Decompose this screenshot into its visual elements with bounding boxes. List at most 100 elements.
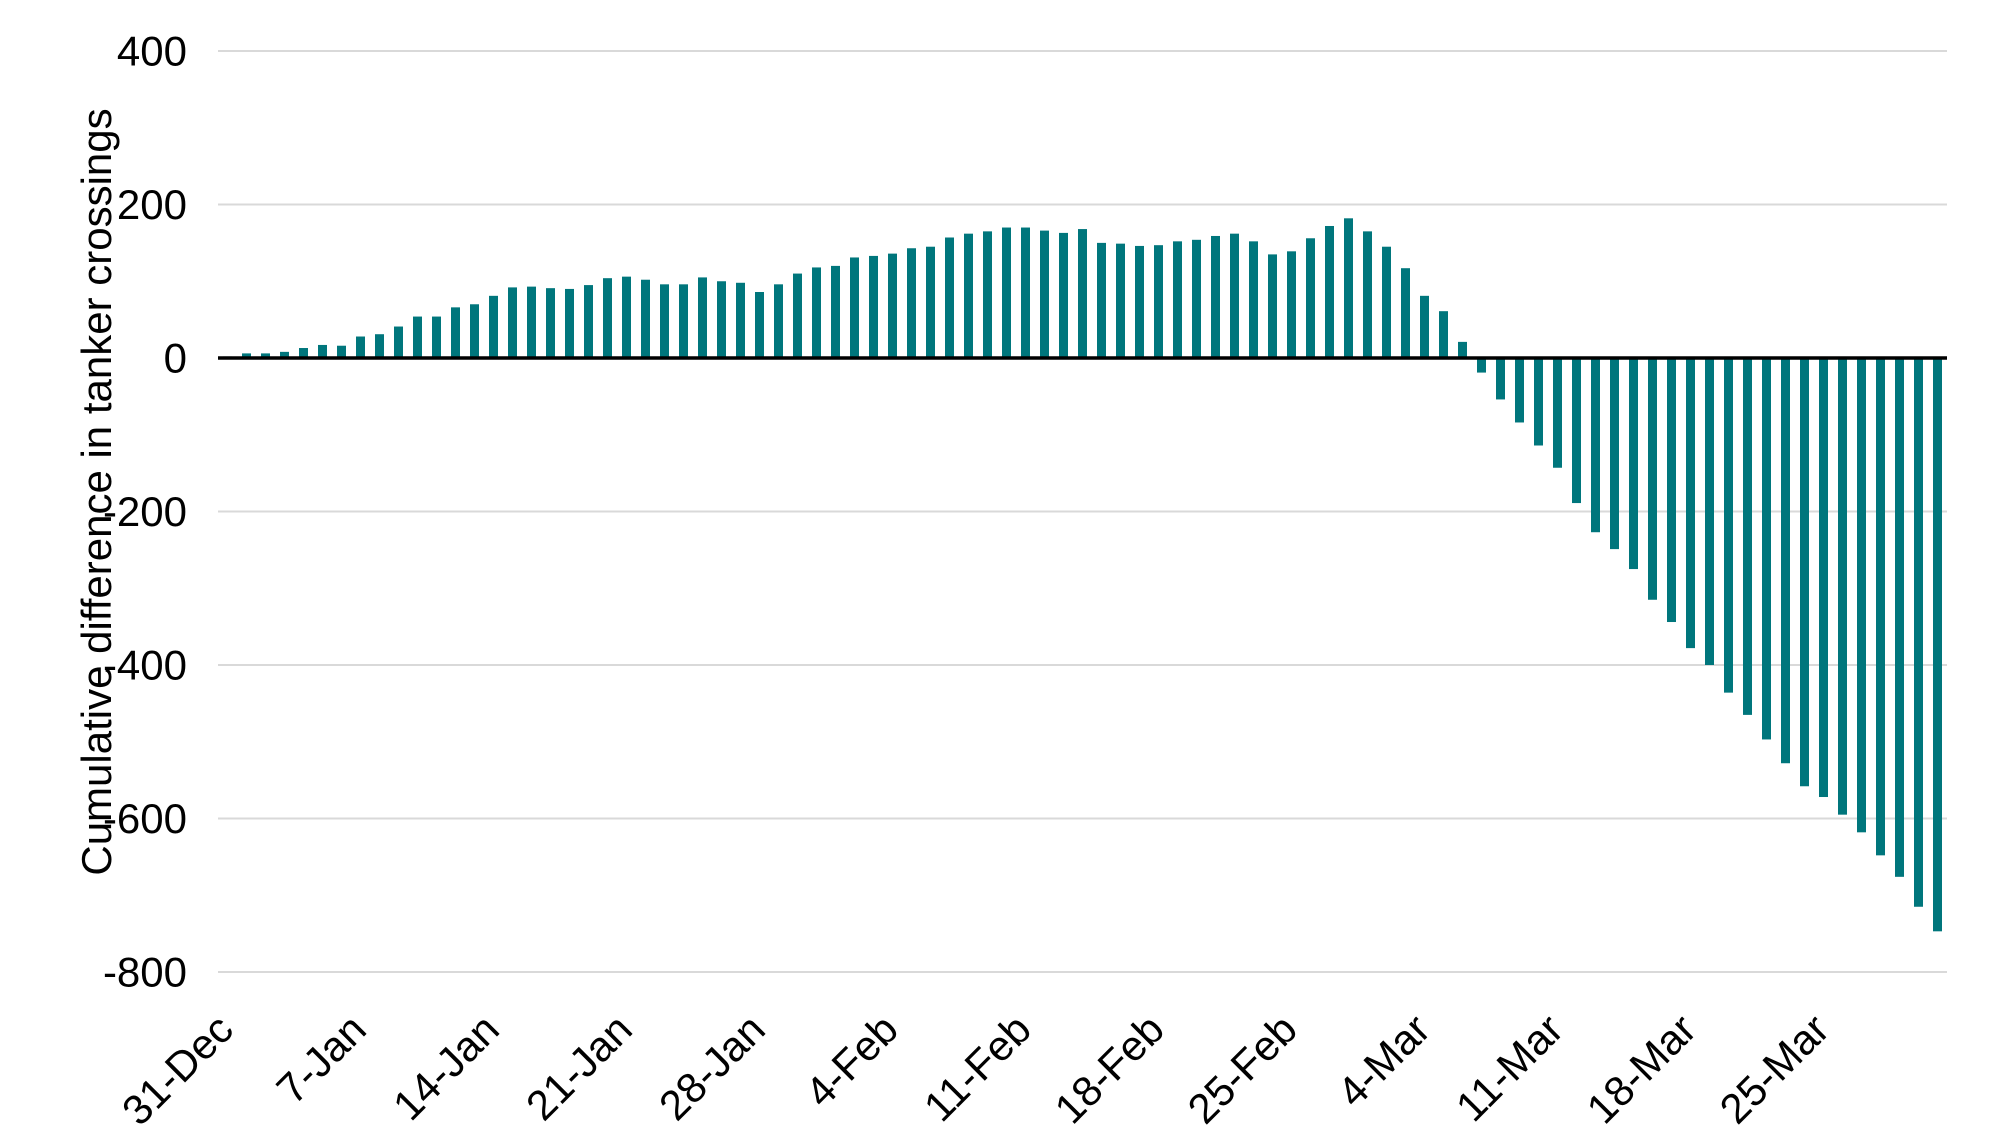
bar-5-Mar	[1439, 311, 1448, 358]
bar-3-Mar	[1401, 268, 1410, 358]
bar-27-Feb	[1325, 225, 1334, 358]
bar-14-Jan	[489, 295, 498, 358]
bar-19-Jan	[584, 285, 593, 358]
x-axis-tick-label-7-Jan: 7-Jan	[267, 1005, 375, 1113]
x-axis-tick-label-4-Feb: 4-Feb	[796, 1005, 907, 1116]
bar-16-Feb	[1116, 243, 1125, 358]
bar-25-Feb	[1287, 251, 1296, 358]
bar-26-Jan	[717, 281, 726, 358]
y-axis-title: Cumulative difference in tanker crossing…	[73, 108, 120, 876]
bar-28-Feb	[1344, 218, 1353, 358]
bar-23-Jan	[660, 284, 669, 358]
bar-29-Mar	[1895, 358, 1904, 877]
bar-2-Feb	[850, 257, 859, 358]
bar-25-Jan	[698, 277, 707, 358]
bar-17-Feb	[1135, 245, 1144, 358]
x-axis-tick-label-31-Dec: 31-Dec	[113, 1005, 242, 1134]
bar-6-Feb	[926, 246, 935, 358]
bar-29-Jan	[774, 284, 783, 358]
x-axis-tick-label-11-Feb: 11-Feb	[915, 1005, 1040, 1130]
x-axis-tick-label-25-Mar: 25-Mar	[1711, 1005, 1838, 1132]
bar-10-Jan	[413, 316, 422, 358]
bar-21-Feb	[1211, 235, 1220, 358]
y-axis-tick-label-400: 400	[117, 28, 187, 75]
x-axis-tick-label-21-Jan: 21-Jan	[517, 1005, 641, 1129]
y-axis-tick-label-0: 0	[164, 335, 187, 382]
bar-13-Feb	[1059, 232, 1068, 358]
bar-12-Jan	[451, 307, 460, 358]
bar-16-Jan	[527, 286, 536, 358]
bar-2-Mar	[1382, 246, 1391, 358]
bar-6-Jan	[337, 345, 346, 358]
bar-4-Feb	[888, 253, 897, 358]
bar-4-Jan	[299, 348, 308, 358]
bar-6-Mar	[1458, 341, 1467, 358]
bar-16-Mar	[1648, 358, 1657, 600]
bar-26-Feb	[1306, 238, 1315, 358]
bar-21-Mar	[1743, 358, 1752, 715]
bar-13-Jan	[470, 304, 479, 358]
bar-11-Feb	[1021, 227, 1030, 358]
bar-21-Jan	[622, 276, 631, 358]
bar-25-Mar	[1819, 358, 1828, 798]
bar-9-Mar	[1515, 358, 1524, 423]
bar-28-Mar	[1876, 358, 1885, 856]
bar-4-Mar	[1420, 295, 1429, 358]
bar-31-Jan	[812, 267, 821, 358]
bar-7-Feb	[945, 237, 954, 358]
bar-23-Feb	[1249, 241, 1258, 358]
bar-30-Jan	[793, 273, 802, 358]
bar-7-Jan	[356, 336, 365, 358]
bar-24-Jan	[679, 284, 688, 358]
x-axis-tick-label-28-Jan: 28-Jan	[650, 1005, 774, 1129]
bar-3-Jan	[280, 351, 289, 358]
x-axis-tick-label-11-Mar: 11-Mar	[1447, 1005, 1572, 1130]
bar-8-Jan	[375, 334, 384, 358]
bar-17-Jan	[546, 288, 555, 358]
bar-1-Feb	[831, 265, 840, 358]
bar-2-Jan	[261, 353, 270, 358]
bar-15-Mar	[1629, 358, 1638, 570]
bar-9-Feb	[983, 231, 992, 358]
bar-3-Feb	[869, 255, 878, 358]
bar-27-Jan	[736, 282, 745, 358]
bar-18-Feb	[1154, 245, 1163, 358]
bar-22-Mar	[1762, 358, 1771, 740]
bar-24-Mar	[1800, 358, 1809, 787]
bar-1-Mar	[1363, 231, 1372, 358]
bar-30-Mar	[1914, 358, 1923, 907]
bar-22-Feb	[1230, 233, 1239, 358]
bar-20-Feb	[1192, 239, 1201, 358]
bar-9-Jan	[394, 326, 403, 358]
bar-24-Feb	[1268, 254, 1277, 358]
bar-17-Mar	[1667, 358, 1676, 623]
bar-11-Jan	[432, 316, 441, 358]
bar-5-Feb	[907, 248, 916, 358]
y-axis-tick-label--600: -600	[103, 795, 187, 842]
bar-10-Feb	[1002, 227, 1011, 358]
bar-14-Mar	[1610, 358, 1619, 550]
x-axis-tick-label-18-Mar: 18-Mar	[1578, 1005, 1705, 1132]
y-axis-tick-label--800: -800	[103, 949, 187, 996]
bar-11-Mar	[1553, 358, 1562, 468]
bar-20-Jan	[603, 278, 612, 358]
x-axis-tick-label-14-Jan: 14-Jan	[384, 1005, 508, 1129]
bar-18-Mar	[1686, 358, 1695, 649]
bar-14-Feb	[1078, 229, 1087, 358]
bar-31-Mar	[1933, 358, 1942, 932]
x-axis-tick-label-18-Feb: 18-Feb	[1046, 1005, 1173, 1132]
bar-10-Mar	[1534, 358, 1543, 446]
bar-15-Jan	[508, 287, 517, 358]
bar-18-Jan	[565, 288, 574, 358]
bar-12-Feb	[1040, 230, 1049, 358]
bar-8-Mar	[1496, 358, 1505, 400]
bar-26-Mar	[1838, 358, 1847, 815]
bar-23-Mar	[1781, 358, 1790, 764]
bar-13-Mar	[1591, 358, 1600, 533]
bar-15-Feb	[1097, 242, 1106, 359]
bar-19-Mar	[1705, 358, 1714, 665]
bar-20-Mar	[1724, 358, 1733, 693]
x-axis-tick-label-4-Mar: 4-Mar	[1328, 1005, 1439, 1116]
